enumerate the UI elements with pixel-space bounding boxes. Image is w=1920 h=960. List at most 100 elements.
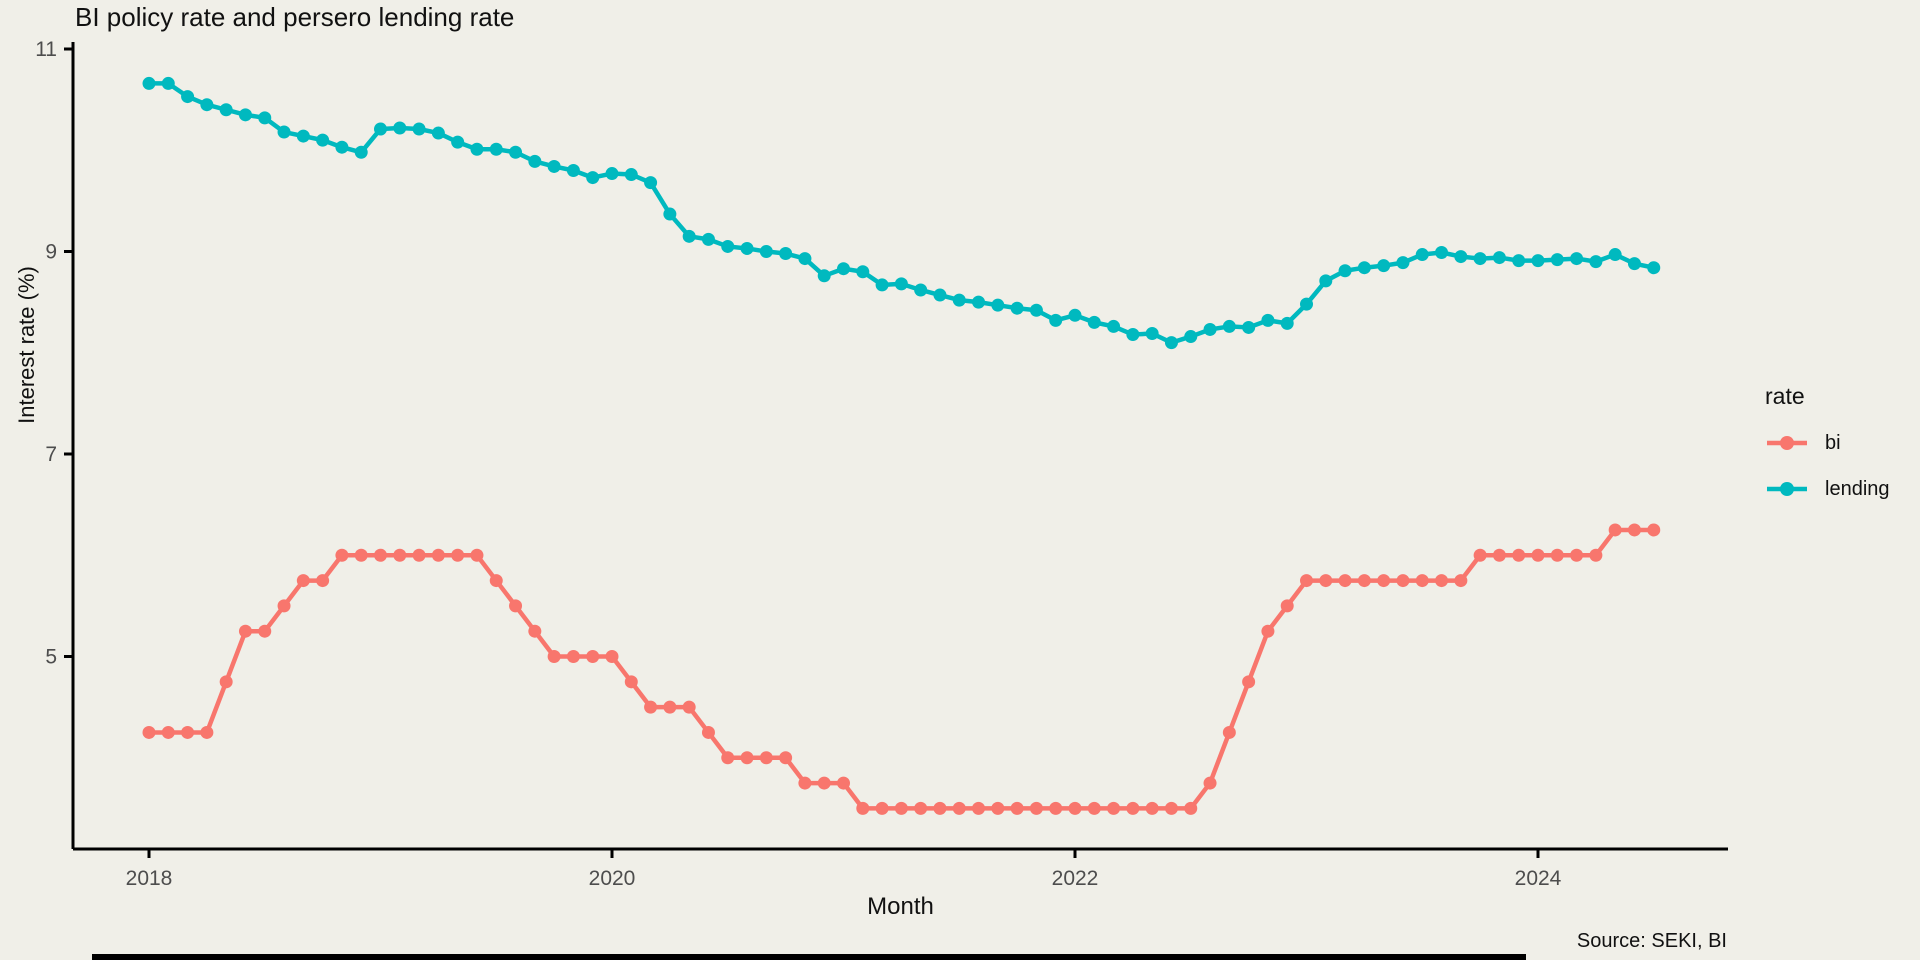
series-point-lending [566, 164, 580, 177]
series-point-bi [1242, 675, 1256, 689]
series-point-lending [1435, 246, 1449, 260]
series-point-bi [1222, 725, 1236, 739]
series-point-bi [624, 675, 638, 689]
series-point-bi [1029, 801, 1043, 815]
series-point-bi [296, 574, 310, 588]
series-point-lending [875, 278, 889, 292]
series-point-bi [1512, 548, 1526, 562]
series-point-lending [624, 168, 638, 182]
series-point-lending [1357, 261, 1371, 275]
series-point-bi [1357, 574, 1371, 588]
series-point-bi [952, 801, 966, 815]
series-point-bi [798, 776, 812, 790]
series-point-lending [1184, 330, 1198, 344]
series-point-bi [219, 675, 233, 689]
series-point-bi [1068, 801, 1082, 815]
legend-key-lending-icon [1767, 482, 1807, 496]
series-point-lending [1222, 319, 1236, 333]
series-point-lending [682, 229, 696, 243]
legend-item-bi: bi [1765, 428, 1915, 458]
series-point-lending [1319, 274, 1333, 288]
series-point-bi [238, 624, 252, 638]
legend-title: rate [1765, 383, 1805, 409]
series-point-lending [335, 140, 349, 154]
series-point-bi [1261, 624, 1275, 638]
series-point-bi [547, 650, 561, 663]
series-point-lending [1300, 297, 1314, 311]
series-point-bi [1145, 801, 1159, 815]
series-point-lending [952, 293, 966, 307]
series-point-lending [161, 76, 175, 90]
series-point-lending [1608, 248, 1622, 262]
series-point-bi [1319, 574, 1333, 588]
series-point-bi [663, 700, 677, 714]
series-point-bi [528, 624, 542, 638]
series-point-bi [161, 725, 175, 739]
series-point-bi [933, 801, 947, 815]
series-point-lending [1049, 313, 1063, 327]
series-point-lending [586, 171, 600, 185]
series-point-bi [1415, 574, 1429, 588]
series-point-bi [316, 574, 330, 588]
series-point-bi [972, 801, 986, 815]
y-tick-label: 11 [35, 38, 57, 61]
series-point-lending [1492, 251, 1506, 265]
series-point-lending [431, 126, 445, 140]
series-point-lending [1107, 319, 1121, 333]
series-point-lending [316, 133, 330, 147]
series-point-lending [1454, 250, 1468, 264]
series-point-lending [1280, 316, 1294, 330]
x-tick-label: 2024 [1515, 867, 1562, 890]
series-point-lending [1126, 328, 1140, 342]
series-point-lending [1647, 261, 1661, 275]
y-tick-label: 9 [45, 241, 57, 264]
source-caption: Source: SEKI, BI [1576, 930, 1727, 952]
series-point-bi [1377, 574, 1391, 588]
series-point-lending [1029, 303, 1043, 317]
series-point-lending [1473, 252, 1487, 266]
series-point-bi [605, 650, 619, 663]
y-axis-title: Interest rate (%) [14, 266, 39, 424]
series-point-bi [1300, 574, 1314, 588]
series-point-bi [1184, 801, 1198, 815]
series-point-lending [701, 232, 715, 246]
series-point-lending [451, 135, 465, 149]
series-point-bi [837, 776, 851, 790]
series-point-bi [1049, 801, 1063, 815]
series-point-bi [142, 725, 156, 739]
series-point-lending [547, 159, 561, 173]
y-tick-label: 5 [45, 646, 57, 669]
series-point-lending [238, 108, 252, 122]
series-point-bi [1435, 574, 1449, 588]
series-point-lending [258, 111, 272, 125]
series-point-bi [759, 751, 773, 765]
series-point-lending [663, 207, 677, 221]
series-point-lending [1087, 315, 1101, 329]
chart-title: BI policy rate and persero lending rate [75, 2, 515, 32]
series-point-bi [1550, 548, 1564, 562]
series-point-bi [1203, 776, 1217, 790]
series-point-bi [335, 548, 349, 562]
bottom-edge-bar [92, 954, 1526, 960]
series-point-bi [431, 548, 445, 562]
series-point-lending [1377, 259, 1391, 273]
series-point-bi [1647, 523, 1661, 537]
series-point-lending [470, 142, 484, 156]
series-point-lending [798, 252, 812, 266]
series-point-lending [933, 288, 947, 302]
series-point-lending [721, 239, 735, 253]
series-point-bi [817, 776, 831, 790]
series-point-lending [296, 129, 310, 143]
y-tick-label: 7 [45, 443, 57, 466]
series-point-lending [817, 269, 831, 283]
series-point-lending [1145, 327, 1159, 341]
series-point-bi [1338, 574, 1352, 588]
series-point-lending [1627, 257, 1641, 271]
series-point-lending [1338, 264, 1352, 278]
series-point-bi [509, 599, 523, 613]
series-point-bi [1454, 574, 1468, 588]
series-point-bi [740, 751, 754, 765]
series-point-lending [1242, 320, 1256, 334]
series-point-bi [779, 751, 793, 765]
series-point-lending [277, 125, 291, 139]
